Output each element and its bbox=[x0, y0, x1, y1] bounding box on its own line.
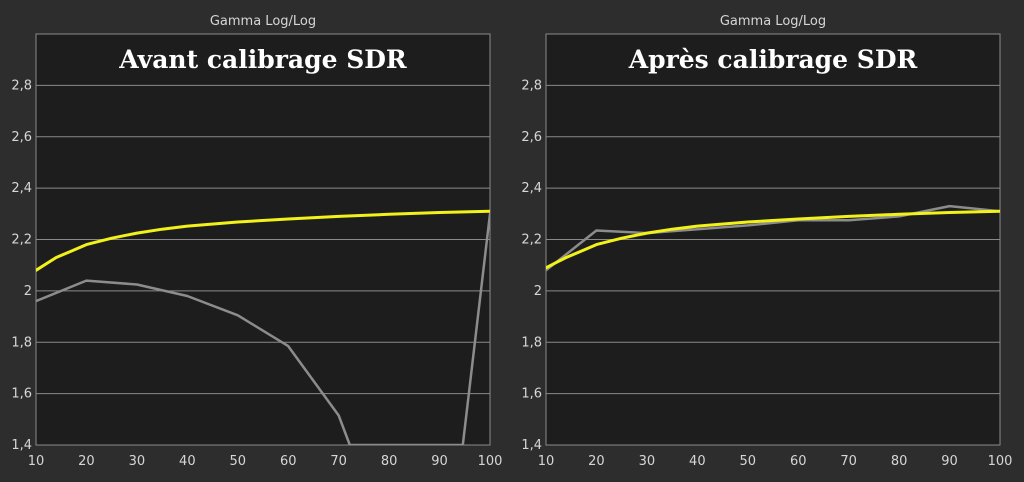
y-tick-label: 1,4 bbox=[521, 438, 542, 453]
x-tick-label: 30 bbox=[129, 454, 146, 469]
y-tick-label: 2,4 bbox=[521, 181, 542, 196]
y-tick-label: 2,6 bbox=[11, 130, 32, 145]
gamma-chart-before: 1,4 1,6 1,8 2 2,2 2,4 2,6 2,8 10 20 30 40 50 60 70 80 90… bbox=[11, 33, 503, 469]
x-tick-label: 90 bbox=[941, 454, 958, 469]
y-tick-label: 1,4 bbox=[11, 438, 32, 453]
y-tick-label: 1,8 bbox=[11, 335, 32, 350]
y-tick-label: 1,6 bbox=[11, 387, 32, 402]
x-tick-label: 50 bbox=[740, 454, 757, 469]
y-tick-label: 1,6 bbox=[521, 387, 542, 402]
y-tick-label: 2,2 bbox=[11, 233, 32, 248]
x-tick-label: 90 bbox=[431, 454, 448, 469]
x-tick-label: 10 bbox=[538, 454, 555, 469]
measured-gamma-line bbox=[546, 204, 1000, 272]
x-tick-label: 50 bbox=[230, 454, 247, 469]
chart-title: Avant calibrage SDR bbox=[118, 45, 407, 74]
x-tick-label: 20 bbox=[78, 454, 95, 469]
y-tick-label: 2,2 bbox=[521, 233, 542, 248]
chart-title: Après calibrage SDR bbox=[628, 45, 918, 74]
target-gamma-line bbox=[546, 209, 1000, 270]
y-tick-label: 2 bbox=[24, 284, 32, 299]
x-tick-label: 40 bbox=[179, 454, 196, 469]
x-tick-label: 60 bbox=[280, 454, 297, 469]
x-tick-label: 100 bbox=[478, 454, 503, 469]
x-tick-label: 30 bbox=[639, 454, 656, 469]
y-tick-label: 2,8 bbox=[11, 78, 32, 93]
x-tick-label: 10 bbox=[28, 454, 45, 469]
x-tick-label: 40 bbox=[689, 454, 706, 469]
x-tick-label: 70 bbox=[330, 454, 347, 469]
x-tick-label: 60 bbox=[790, 454, 807, 469]
x-tick-label: 80 bbox=[381, 454, 398, 469]
left-panel-header: Gamma Log/Log bbox=[209, 14, 317, 29]
gamma-chart-after: 1,4 1,6 1,8 2 2,2 2,4 2,6 2,8 10 20 30 40 50 60 70 80 90… bbox=[521, 33, 1013, 469]
x-tick-label: 100 bbox=[988, 454, 1013, 469]
y-tick-label: 2,6 bbox=[521, 130, 542, 145]
right-panel-header: Gamma Log/Log bbox=[719, 14, 827, 29]
y-tick-label: 2,4 bbox=[11, 181, 32, 196]
x-tick-label: 80 bbox=[891, 454, 908, 469]
target-gamma-line bbox=[36, 209, 490, 272]
x-tick-label: 70 bbox=[840, 454, 857, 469]
y-tick-label: 2 bbox=[534, 284, 542, 299]
measured-gamma-line bbox=[36, 212, 490, 445]
x-tick-label: 20 bbox=[588, 454, 605, 469]
y-tick-label: 2,8 bbox=[521, 78, 542, 93]
y-tick-label: 1,8 bbox=[521, 335, 542, 350]
